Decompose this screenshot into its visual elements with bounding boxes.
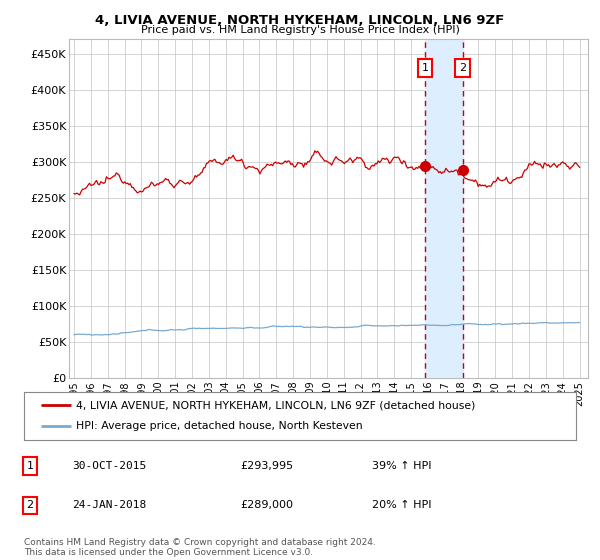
Text: 2: 2 (26, 501, 34, 510)
Text: HPI: Average price, detached house, North Kesteven: HPI: Average price, detached house, Nort… (76, 421, 363, 431)
Text: 30-OCT-2015: 30-OCT-2015 (72, 461, 146, 471)
Text: 39% ↑ HPI: 39% ↑ HPI (372, 461, 431, 471)
Text: 1: 1 (26, 461, 34, 471)
Text: 1: 1 (422, 63, 428, 73)
Text: 4, LIVIA AVENUE, NORTH HYKEHAM, LINCOLN, LN6 9ZF (detached house): 4, LIVIA AVENUE, NORTH HYKEHAM, LINCOLN,… (76, 400, 476, 410)
Text: £293,995: £293,995 (240, 461, 293, 471)
Text: 20% ↑ HPI: 20% ↑ HPI (372, 501, 431, 510)
Text: Price paid vs. HM Land Registry's House Price Index (HPI): Price paid vs. HM Land Registry's House … (140, 25, 460, 35)
Text: 24-JAN-2018: 24-JAN-2018 (72, 501, 146, 510)
Text: 4, LIVIA AVENUE, NORTH HYKEHAM, LINCOLN, LN6 9ZF: 4, LIVIA AVENUE, NORTH HYKEHAM, LINCOLN,… (95, 14, 505, 27)
Text: Contains HM Land Registry data © Crown copyright and database right 2024.
This d: Contains HM Land Registry data © Crown c… (24, 538, 376, 557)
Text: 2: 2 (459, 63, 466, 73)
Bar (425, 39, 463, 378)
Text: £289,000: £289,000 (240, 501, 293, 510)
